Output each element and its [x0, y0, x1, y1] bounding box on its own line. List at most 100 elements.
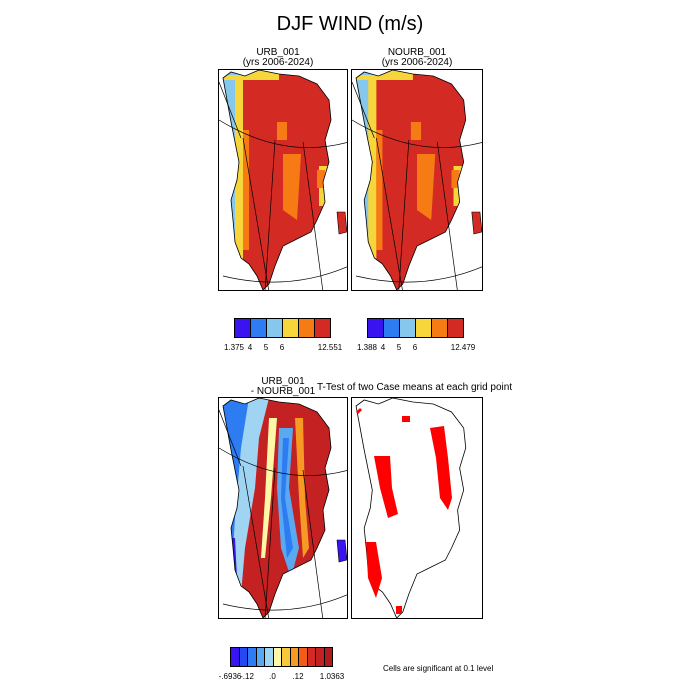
field-cell	[223, 188, 231, 248]
field-cell	[281, 438, 293, 558]
colorbar-label: 4	[247, 343, 253, 352]
meridian-line	[302, 469, 324, 618]
panel-title-diff-line1: URB_001	[261, 376, 305, 387]
colorbar-label: 1.375	[223, 343, 245, 352]
colorbar-label: 12.479	[450, 343, 476, 352]
colorbar-nourb: 1.388 4 5 6 12.479	[357, 318, 475, 358]
latitude-line	[219, 119, 347, 148]
coastline	[222, 70, 332, 290]
colorbar-box	[367, 318, 384, 338]
colorbar-box	[282, 318, 299, 338]
map-graticule	[219, 409, 347, 618]
panel-title-nourb-line1: NOURB_001	[387, 47, 447, 58]
significant-cell	[374, 456, 398, 518]
colorbar-label: 5	[396, 343, 402, 352]
island-cell	[336, 211, 347, 235]
colorbar-box	[234, 318, 251, 338]
wind-field	[356, 70, 466, 290]
colorbar-box	[298, 318, 315, 338]
wind-field	[223, 398, 331, 618]
map-panel-nourb	[351, 69, 483, 291]
latitude-line	[352, 119, 482, 148]
map-panel-ttest	[351, 397, 483, 619]
colorbar-box	[250, 318, 267, 338]
colorbar-box	[399, 318, 416, 338]
wind-map-diff	[219, 398, 347, 618]
latitude-line	[222, 266, 347, 283]
meridian-line	[219, 409, 242, 467]
colorbar-label: -.6936	[218, 672, 242, 681]
colorbar-box	[431, 318, 448, 338]
colorbar-label: -.12	[240, 672, 254, 681]
meridian-line	[264, 139, 276, 290]
colorbar-label: 1.388	[356, 343, 378, 352]
field-cell	[261, 418, 277, 558]
main-title: DJF WIND (m/s)	[276, 13, 424, 35]
colorbar-label: .12	[292, 672, 304, 681]
colorbar-box	[266, 318, 283, 338]
meridian-line	[376, 137, 403, 290]
ttest-map	[355, 398, 467, 618]
colorbar-urb: 1.375 4 5 6 12.551	[224, 318, 342, 358]
field-cell	[356, 188, 365, 248]
meridian-line	[352, 81, 375, 139]
colorbar-label: 6	[412, 343, 418, 352]
map-graticule	[352, 81, 482, 290]
colorbar-label: 1.0363	[319, 672, 345, 681]
panel-title-urb: URB_001 (yrs 2006-2024)	[218, 48, 338, 68]
meridian-line	[302, 141, 324, 290]
wind-map-nourb	[352, 70, 482, 290]
wind-field	[223, 70, 331, 290]
colorbar-label: .0	[269, 672, 276, 681]
colorbar-label: 5	[263, 343, 269, 352]
latitude-line	[222, 594, 347, 611]
panel-title-nourb: NOURB_001 (yrs 2006-2024)	[351, 48, 483, 68]
colorbar-box	[447, 318, 464, 338]
field-cell	[223, 70, 279, 80]
latitude-line	[355, 266, 482, 283]
field-cell	[356, 70, 413, 80]
meridian-line	[242, 465, 270, 618]
significant-cell	[366, 542, 382, 598]
latitude-line	[219, 447, 347, 476]
panel-title-nourb-line2: (yrs 2006-2024)	[381, 57, 453, 68]
significant-cell	[356, 408, 362, 414]
significance-note: Cells are significant at 0.1 level	[383, 664, 494, 673]
colorbar-box	[314, 318, 331, 338]
panel-title-ttest: T-Test of two Case means at each grid po…	[317, 382, 513, 393]
colorbar-label: 12.551	[317, 343, 343, 352]
field-cell	[317, 170, 325, 188]
meridian-line	[264, 467, 276, 618]
meridian-line	[219, 81, 242, 139]
island-cell	[471, 211, 482, 235]
field-cell	[451, 170, 460, 188]
panel-title-diff-line2: - NOURB_001	[250, 386, 316, 397]
field-cell	[295, 418, 309, 558]
colorbar-label: 6	[279, 343, 285, 352]
field-cell	[416, 154, 436, 220]
coastline	[355, 70, 467, 290]
colorbar-box	[383, 318, 400, 338]
panel-title-urb-line2: (yrs 2006-2024)	[242, 57, 314, 68]
panel-title-diff: URB_001 - NOURB_001	[218, 377, 348, 397]
map-panel-urb	[218, 69, 348, 291]
map-panel-diff	[218, 397, 348, 619]
colorbar-diff: -.6936 -.12 .0 .12 1.0363	[219, 647, 344, 687]
wind-map-urb	[219, 70, 347, 290]
meridian-line	[242, 137, 270, 290]
field-cell	[243, 130, 249, 250]
panel-title-urb-line1: URB_001	[256, 47, 300, 58]
coastline	[222, 398, 332, 618]
significant-cell	[402, 416, 410, 422]
map-graticule	[219, 81, 347, 290]
island-cell	[336, 539, 347, 563]
field-cell	[277, 122, 287, 140]
significant-cell	[430, 426, 452, 510]
field-cell	[410, 122, 422, 140]
significant-cell	[396, 606, 402, 614]
colorbar-label: 4	[380, 343, 386, 352]
field-cell	[376, 130, 383, 250]
meridian-line	[398, 139, 410, 290]
colorbar-box	[415, 318, 432, 338]
colorbar-box	[323, 647, 333, 667]
